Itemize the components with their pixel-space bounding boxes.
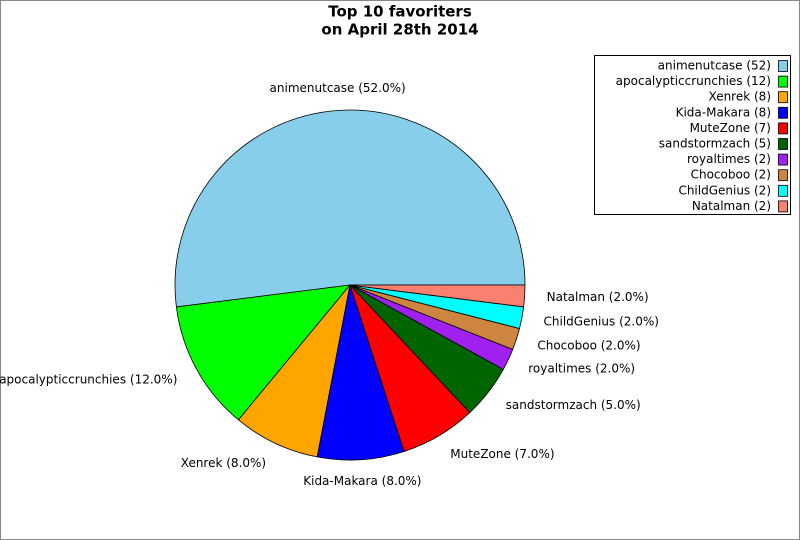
- legend-label: Kida-Makara (8): [676, 105, 771, 119]
- legend-swatch: [778, 60, 788, 72]
- slice-label: animenutcase (52.0%): [270, 81, 406, 95]
- legend-label: ChildGenius (2): [678, 183, 771, 197]
- legend-swatch: [778, 153, 788, 166]
- slice-label: Chocoboo (2.0%): [537, 338, 640, 352]
- pie-slice: [174, 109, 526, 308]
- legend-swatch: [778, 138, 788, 150]
- legend-box: [594, 55, 791, 215]
- legend-swatch: [778, 122, 788, 135]
- legend-label: MuteZone (7): [690, 121, 771, 135]
- chart-title: Top 10 favoriters: [328, 3, 472, 21]
- legend-swatch: [778, 169, 788, 182]
- legend-label: apocalypticcrunchies (12): [616, 74, 771, 88]
- legend-swatch: [778, 91, 788, 104]
- legend-swatch: [778, 106, 788, 119]
- slice-label: Xenrek (8.0%): [181, 456, 266, 470]
- legend-label: animenutcase (52): [658, 59, 771, 73]
- slice-label: apocalypticcrunchies (12.0%): [0, 372, 177, 386]
- legend-label: Xenrek (8): [709, 90, 771, 104]
- slice-label: Kida-Makara (8.0%): [303, 474, 421, 488]
- slice-label: ChildGenius (2.0%): [544, 314, 659, 328]
- chart-title: on April 28th 2014: [321, 21, 478, 39]
- slice-label: royaltimes (2.0%): [528, 361, 635, 375]
- slice-label: MuteZone (7.0%): [450, 447, 554, 461]
- legend-label: Chocoboo (2): [691, 168, 771, 182]
- pie-slice: [349, 284, 526, 308]
- legend-label: Natalman (2): [692, 199, 771, 213]
- pie-slice: [175, 284, 351, 421]
- legend-label: royaltimes (2): [687, 152, 771, 166]
- legend-swatch: [778, 75, 788, 88]
- legend-swatch: [778, 200, 788, 213]
- slice-label: Natalman (2.0%): [547, 290, 649, 304]
- legend-label: sandstormzach (5): [659, 137, 771, 151]
- legend-swatch: [778, 184, 788, 197]
- slice-label: sandstormzach (5.0%): [506, 398, 641, 412]
